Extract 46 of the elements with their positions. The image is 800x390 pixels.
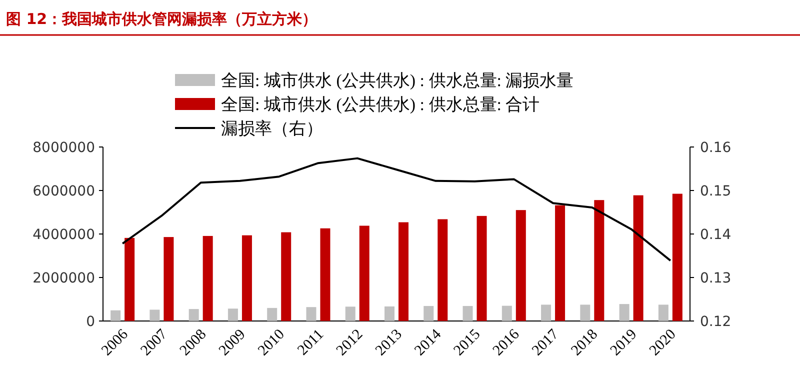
bar xyxy=(384,306,394,321)
bar xyxy=(594,200,604,321)
bar xyxy=(541,304,552,321)
y-tick-label: 2000000 xyxy=(32,270,95,286)
y-tick-label: 0 xyxy=(86,314,95,330)
y2-tick-label: 0.13 xyxy=(700,270,732,286)
bar xyxy=(619,304,630,321)
bar xyxy=(462,306,473,321)
y2-tick-label: 0.15 xyxy=(700,184,732,200)
line-series xyxy=(122,157,672,262)
bar xyxy=(580,304,590,321)
y-tick-label: 8000000 xyxy=(32,140,95,156)
y2-tick-label: 0.12 xyxy=(700,314,732,330)
bar xyxy=(359,226,370,321)
legend-label: 全国: 城市供水 (公共供水) : 供水总量: 合计 xyxy=(221,95,540,114)
bar xyxy=(398,222,408,321)
bar xyxy=(306,307,316,321)
chart-title: 图 12：我国城市供水管网漏损率（万立方米） xyxy=(6,10,318,28)
bar xyxy=(345,306,356,321)
legend-label: 全国: 城市供水 (公共供水) : 供水总量: 漏损水量 xyxy=(221,71,574,90)
bar xyxy=(242,235,252,321)
bar xyxy=(320,228,330,321)
y-tick-label: 6000000 xyxy=(32,184,95,200)
bar xyxy=(438,219,448,321)
bar xyxy=(124,238,135,321)
bar xyxy=(164,237,174,321)
bar xyxy=(188,309,199,321)
y2-tick-label: 0.16 xyxy=(700,140,732,156)
bar xyxy=(502,306,512,321)
x-tick-label: 2011 xyxy=(294,326,328,359)
bar xyxy=(476,216,487,321)
legend-label: 漏损率（右） xyxy=(221,119,323,138)
bar xyxy=(555,205,566,321)
bar xyxy=(516,210,526,321)
bar xyxy=(633,195,644,321)
bar xyxy=(281,232,292,321)
y2-tick-label: 0.14 xyxy=(700,227,732,243)
y-tick-label: 4000000 xyxy=(32,227,95,243)
bar xyxy=(110,310,121,321)
bar xyxy=(228,308,238,321)
bar xyxy=(202,236,213,321)
bar xyxy=(658,304,668,321)
bar xyxy=(424,306,434,321)
bar xyxy=(150,310,160,321)
bar xyxy=(267,308,278,321)
bar xyxy=(672,194,682,321)
